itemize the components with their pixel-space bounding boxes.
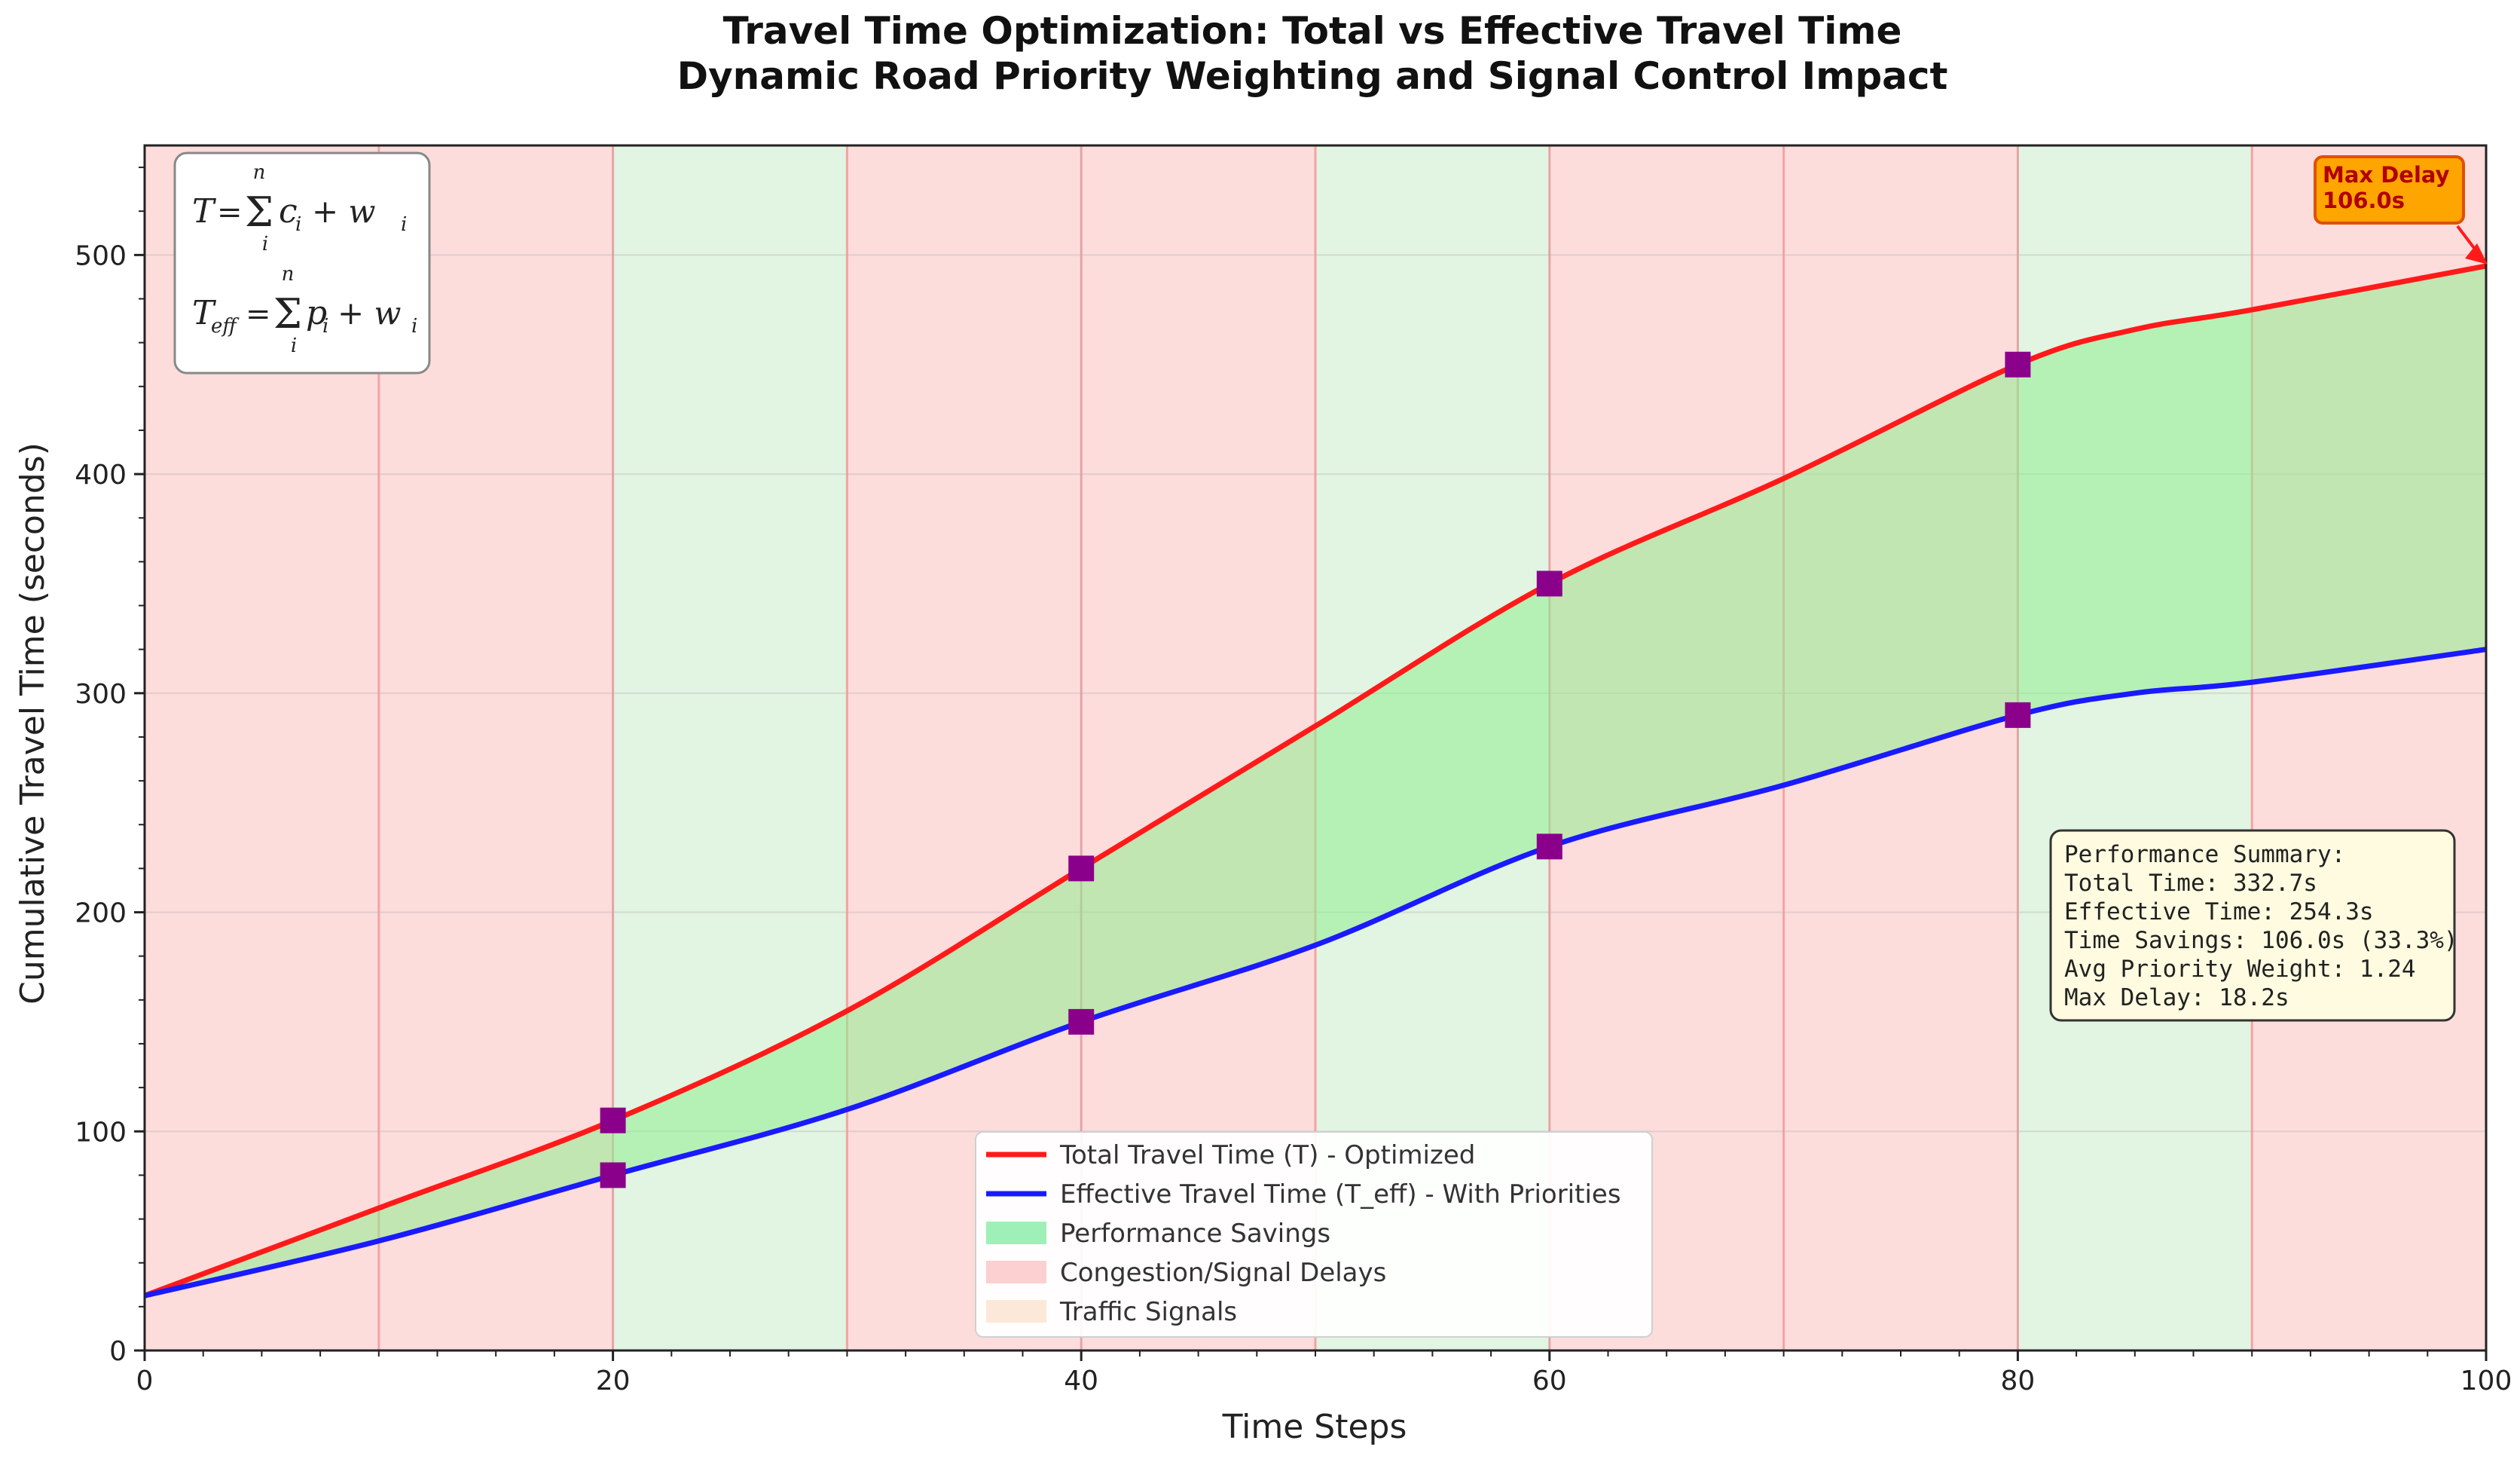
y-tick-label: 500 [75,240,127,271]
axes: 0 20 40 60 80 100 0 100 200 300 400 500 [75,167,2512,1396]
x-tick-label: 0 [136,1366,154,1396]
y-tick-label: 200 [75,898,127,929]
effective-time-marker [2005,702,2031,728]
legend-swatch-patch [986,1300,1046,1323]
y-tick-label: 300 [75,679,127,710]
summary-line: Total Time: 332.7s [2064,870,2317,897]
sigma-symbol: Σ [245,188,273,236]
effective-time-marker [600,1162,626,1188]
formula2-lhs-sub: eff [211,315,240,338]
y-axis-label: Cumulative Travel Time (seconds) [14,442,52,1005]
formula-sum-bottom: i [262,233,268,255]
priority-band [612,145,848,1350]
x-tick-label: 20 [596,1366,631,1396]
y-tick-label: 400 [75,460,127,491]
legend-swatch-patch [986,1222,1046,1244]
formula-lhs: T [192,192,217,231]
formula-effective-travel-time: T eff = n Σ i p i + w i [192,263,417,357]
legend-label: Effective Travel Time (T_eff) - With Pri… [1060,1179,1621,1210]
total-travel-time-line [143,263,2487,1298]
effective-time-marker [1068,1008,1095,1035]
summary-box-frame [2049,829,2456,1022]
legend-label: Performance Savings [1060,1219,1330,1249]
annotation-text: 106.0s [2323,188,2405,213]
formula-equals: = [217,195,243,230]
total-time-marker [2005,351,2031,378]
formula-total-travel-time: T = n Σ i c i + w i [192,161,407,255]
formula-plus-term: + w [312,193,376,230]
x-tick-label: 60 [1532,1366,1567,1396]
x-tick-label: 100 [2460,1366,2512,1396]
formula2-sum-bottom: i [291,335,297,357]
summary-line: Max Delay: 18.2s [2064,984,2289,1011]
formula2-lhs: T [192,294,217,332]
formula2-rhs-sub: i [322,315,328,338]
annotation-text: Max Delay [2323,162,2450,188]
performance-savings-area [145,265,2486,1296]
effective-time-marker [1536,833,1562,860]
formula-box: T = n Σ i c i + w i T eff = n Σ i p i + … [173,151,431,375]
legend: Total Travel Time (T) - Optimized Effecti… [975,1131,1653,1338]
summary-line: Effective Time: 254.3s [2064,898,2374,925]
x-axis-label: Time Steps [1222,1408,1407,1446]
chart-subtitle: Dynamic Road Priority Weighting and Sign… [677,54,1948,98]
total-time-marker [600,1107,626,1133]
summary-line: Avg Priority Weight: 1.24 [2064,956,2416,983]
chart-title: Travel Time Optimization: Total vs Effec… [723,9,1902,53]
formula2-plus-term: + w [338,295,402,332]
legend-label: Total Travel Time (T) - Optimized [1059,1140,1475,1170]
legend-label: Congestion/Signal Delays [1060,1258,1386,1288]
annotation-box [2314,155,2465,225]
formula2-equals: = [246,297,271,332]
x-tick-label: 80 [2000,1366,2035,1396]
formula-sum-top: n [253,161,266,184]
total-time-marker [1068,855,1095,882]
summary-line: Time Savings: 106.0s (33.3%) [2064,927,2458,954]
annotation-arrowhead [2465,243,2488,265]
legend-box [975,1131,1653,1338]
summary-heading: Performance Summary: [2064,841,2345,868]
x-tick-label: 40 [1064,1366,1098,1396]
formula-plus-sub: i [401,213,407,236]
formula-rhs: c [279,192,298,231]
total-time-marker [1536,570,1562,597]
data-markers [600,351,2031,1188]
performance-summary-box: Performance Summary:Total Time: 332.7sEf… [2049,829,2458,1022]
effective-travel-time-line [144,647,2487,1298]
sigma-symbol: Σ [273,290,302,338]
formula-rhs-sub: i [295,213,301,236]
formula2-plus-sub: i [411,315,417,338]
y-tick-label: 100 [75,1117,127,1148]
legend-swatch-patch [986,1261,1046,1283]
formula2-sum-top: n [282,263,295,286]
formula2-rhs: p [306,294,327,332]
legend-label: Traffic Signals [1059,1297,1237,1327]
y-tick-label: 0 [109,1336,127,1367]
